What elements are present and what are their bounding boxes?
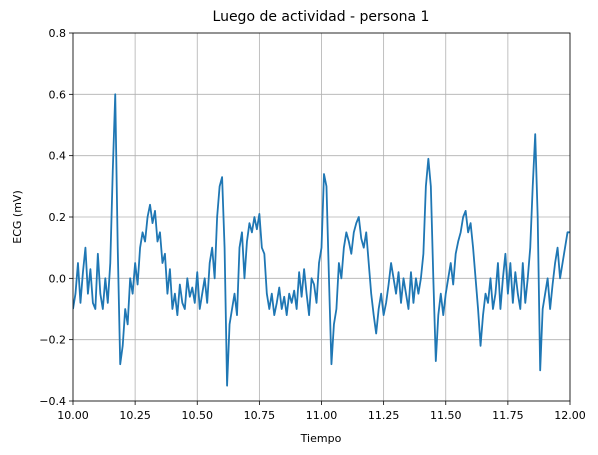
y-axis-label: ECG (mV) [11, 190, 24, 243]
y-tick-label: 0.8 [49, 27, 67, 40]
y-tick-label: −0.4 [39, 395, 66, 408]
y-tick-label: 0.0 [49, 272, 67, 285]
plot-frame [72, 32, 571, 402]
chart-title: Luego de actividad - persona 1 [213, 9, 430, 25]
x-tick-label: 11.50 [430, 409, 462, 422]
x-tick-label: 10.75 [244, 409, 276, 422]
x-tick-label: 10.00 [57, 409, 89, 422]
y-tick-label: 0.2 [49, 211, 67, 224]
x-tick-label: 11.00 [306, 409, 338, 422]
x-tick-label: 10.25 [119, 409, 151, 422]
y-tick-label: 0.6 [49, 88, 67, 101]
x-tick-label: 10.50 [182, 409, 214, 422]
x-tick-label: 11.75 [492, 409, 524, 422]
y-tick-label: 0.4 [49, 150, 67, 163]
y-tick-label: −0.2 [39, 334, 66, 347]
x-tick-label: 12.00 [554, 409, 586, 422]
x-tick-label: 11.25 [368, 409, 400, 422]
x-axis-label: Tiempo [300, 432, 342, 445]
line-series [73, 93, 570, 387]
